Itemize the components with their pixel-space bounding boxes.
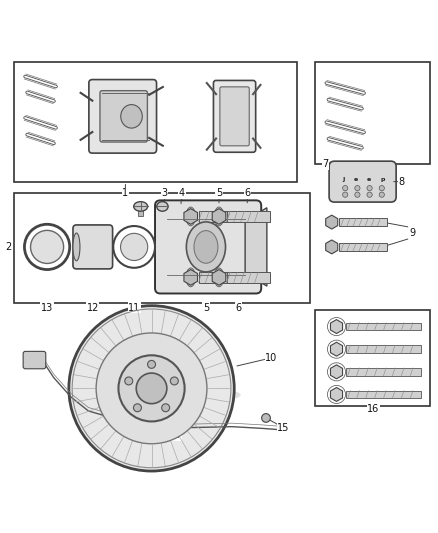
Ellipse shape bbox=[214, 207, 224, 226]
Text: e: e bbox=[367, 177, 371, 182]
Text: 15: 15 bbox=[277, 423, 290, 433]
Bar bbox=[339, 218, 387, 226]
Circle shape bbox=[261, 414, 270, 422]
Bar bbox=[346, 391, 421, 398]
Text: 6: 6 bbox=[244, 188, 251, 198]
Text: 11: 11 bbox=[128, 303, 140, 313]
Text: 2: 2 bbox=[6, 242, 12, 252]
FancyBboxPatch shape bbox=[89, 79, 156, 153]
Bar bbox=[346, 368, 421, 376]
Text: J: J bbox=[342, 177, 344, 182]
Polygon shape bbox=[331, 342, 343, 356]
Circle shape bbox=[136, 373, 167, 403]
Ellipse shape bbox=[186, 207, 195, 226]
Ellipse shape bbox=[214, 268, 224, 287]
Ellipse shape bbox=[73, 233, 80, 261]
Text: 4: 4 bbox=[179, 188, 185, 198]
Text: 6: 6 bbox=[236, 303, 242, 313]
Polygon shape bbox=[212, 208, 226, 224]
Bar bbox=[14, 62, 297, 182]
Circle shape bbox=[31, 230, 64, 263]
Circle shape bbox=[118, 356, 185, 422]
Polygon shape bbox=[331, 320, 343, 334]
Circle shape bbox=[69, 305, 234, 471]
Circle shape bbox=[367, 185, 372, 191]
FancyBboxPatch shape bbox=[73, 225, 113, 269]
Circle shape bbox=[120, 233, 148, 261]
Circle shape bbox=[134, 404, 141, 411]
Bar bbox=[315, 62, 430, 164]
Polygon shape bbox=[331, 365, 343, 379]
FancyBboxPatch shape bbox=[329, 161, 396, 202]
Text: p: p bbox=[380, 177, 385, 182]
Text: 7: 7 bbox=[322, 159, 329, 169]
Bar bbox=[198, 272, 242, 282]
Ellipse shape bbox=[121, 104, 142, 128]
FancyBboxPatch shape bbox=[220, 87, 249, 146]
Bar bbox=[198, 211, 242, 222]
Text: 16: 16 bbox=[367, 404, 380, 414]
Text: 13: 13 bbox=[41, 303, 53, 313]
Circle shape bbox=[367, 192, 372, 197]
Text: 9: 9 bbox=[410, 228, 416, 238]
Text: 14: 14 bbox=[170, 430, 182, 440]
Circle shape bbox=[170, 377, 178, 385]
Bar bbox=[346, 345, 421, 353]
Text: e: e bbox=[354, 177, 358, 182]
Circle shape bbox=[379, 185, 385, 191]
Polygon shape bbox=[184, 208, 198, 224]
Polygon shape bbox=[326, 215, 338, 229]
Ellipse shape bbox=[186, 222, 226, 272]
Circle shape bbox=[355, 192, 360, 197]
Polygon shape bbox=[212, 270, 226, 285]
Ellipse shape bbox=[134, 201, 148, 211]
Text: 1: 1 bbox=[122, 188, 128, 198]
Circle shape bbox=[379, 192, 385, 197]
Circle shape bbox=[125, 377, 133, 385]
Ellipse shape bbox=[157, 201, 168, 211]
Bar bbox=[339, 243, 387, 251]
Ellipse shape bbox=[186, 268, 195, 287]
Text: 10: 10 bbox=[265, 353, 277, 363]
Bar bbox=[346, 322, 421, 330]
Text: 3: 3 bbox=[162, 188, 168, 198]
Circle shape bbox=[162, 404, 170, 411]
Bar bbox=[227, 211, 270, 222]
Circle shape bbox=[96, 333, 207, 444]
Ellipse shape bbox=[194, 231, 218, 263]
Polygon shape bbox=[326, 240, 338, 254]
FancyBboxPatch shape bbox=[155, 200, 261, 294]
Circle shape bbox=[148, 360, 155, 368]
Text: 5: 5 bbox=[216, 188, 222, 198]
Circle shape bbox=[343, 185, 348, 191]
FancyBboxPatch shape bbox=[23, 351, 46, 369]
Ellipse shape bbox=[71, 385, 240, 405]
Circle shape bbox=[355, 185, 360, 191]
Text: 12: 12 bbox=[87, 303, 99, 313]
Bar bbox=[138, 206, 143, 216]
Polygon shape bbox=[184, 270, 198, 285]
Bar bbox=[227, 272, 270, 282]
Polygon shape bbox=[331, 387, 343, 401]
Circle shape bbox=[343, 192, 348, 197]
Bar bbox=[14, 192, 311, 303]
FancyBboxPatch shape bbox=[100, 91, 148, 142]
Bar bbox=[315, 310, 430, 406]
Text: 5: 5 bbox=[203, 303, 209, 313]
Polygon shape bbox=[245, 208, 267, 286]
Text: 8: 8 bbox=[399, 176, 405, 187]
FancyBboxPatch shape bbox=[213, 80, 256, 152]
